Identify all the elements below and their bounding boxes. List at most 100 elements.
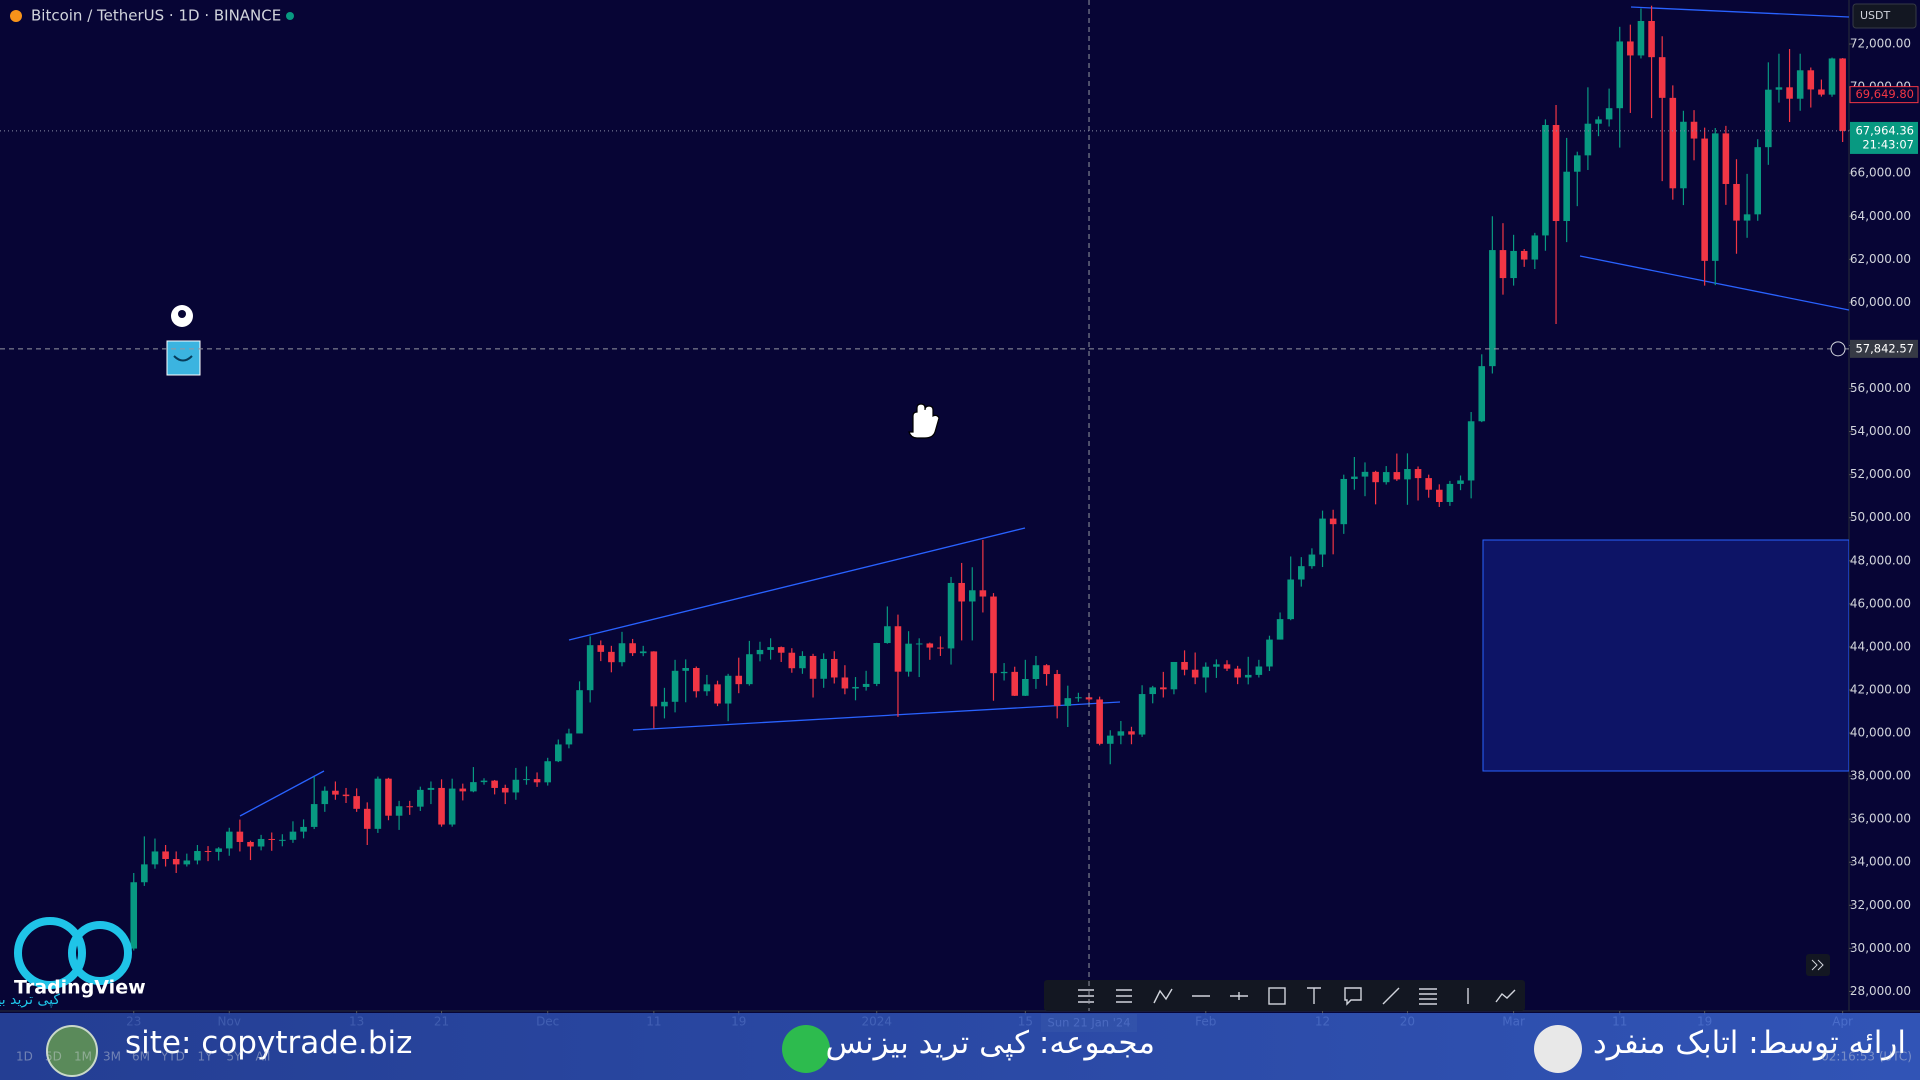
trend-line[interactable] xyxy=(1579,255,1849,311)
candle-body xyxy=(215,848,222,852)
candle-body xyxy=(1796,70,1804,99)
presenter-text: ارائه توسط: اتابک منفرد xyxy=(1592,1025,1906,1061)
candle-body xyxy=(682,668,689,671)
candle-body xyxy=(1361,471,1369,477)
candle-body xyxy=(1266,639,1273,667)
candle-body xyxy=(1117,731,1125,736)
candle-body xyxy=(756,649,764,655)
tool-icon[interactable] xyxy=(1307,987,1321,1004)
candle-body xyxy=(279,839,286,841)
candle-body xyxy=(1542,124,1549,236)
scroll-icon xyxy=(1811,959,1824,971)
rectangle-drawing[interactable] xyxy=(1482,539,1849,772)
candle-body xyxy=(342,794,350,797)
candle-body xyxy=(141,864,148,883)
globe-icon xyxy=(46,1025,98,1077)
candle-body xyxy=(385,778,392,816)
symbol-title[interactable]: Bitcoin / TetherUS · 1D · BINANCE xyxy=(31,7,281,25)
currency-label[interactable]: USDT xyxy=(1860,9,1891,22)
candle-body xyxy=(629,643,636,654)
candle-body xyxy=(1393,472,1401,480)
candle-body xyxy=(1510,250,1517,279)
candle-body xyxy=(968,590,976,602)
scroll-button[interactable] xyxy=(1806,954,1830,976)
candle-body xyxy=(523,779,530,781)
candle-body xyxy=(1584,123,1592,156)
price-axis[interactable] xyxy=(1849,0,1920,1011)
candle-body xyxy=(1765,89,1772,148)
candle-body xyxy=(618,643,626,663)
candle-body xyxy=(1000,671,1008,674)
y-tick-label: 50,000.00 xyxy=(1850,510,1911,524)
candle-body xyxy=(1181,661,1188,670)
candle-body xyxy=(1276,619,1284,640)
candle-body xyxy=(1351,476,1358,479)
candle-body xyxy=(1552,124,1560,222)
candle-body xyxy=(724,675,732,704)
candle-body xyxy=(565,733,573,745)
candle-body xyxy=(395,806,403,816)
tool-icon[interactable] xyxy=(1153,988,1173,1004)
candle-body xyxy=(1414,469,1422,479)
candle-body xyxy=(841,677,849,689)
tool-icon[interactable] xyxy=(1382,987,1400,1005)
y-tick-label: 64,000.00 xyxy=(1850,209,1911,223)
trend-line[interactable] xyxy=(568,527,1026,641)
crosshair-y-badge xyxy=(1850,339,1918,358)
candle-body xyxy=(809,655,817,679)
candle-body xyxy=(830,658,838,678)
trend-line[interactable] xyxy=(1630,6,1849,18)
candle-body xyxy=(1255,666,1263,675)
currency-button[interactable] xyxy=(1852,3,1917,29)
y-tick-label: 48,000.00 xyxy=(1850,553,1911,567)
candle-body xyxy=(1722,133,1730,184)
candle-body xyxy=(1733,183,1740,221)
candle-body xyxy=(958,582,965,602)
candle-body xyxy=(1085,697,1093,700)
tool-icon[interactable] xyxy=(1268,987,1286,1005)
candle-body xyxy=(1404,469,1411,480)
candle-body xyxy=(1680,121,1687,189)
candle-body xyxy=(799,655,806,669)
tool-icon[interactable] xyxy=(1344,987,1362,1006)
candle-body xyxy=(1616,41,1624,109)
logo-ring xyxy=(14,917,86,989)
candle-body xyxy=(1605,108,1613,120)
candle-body xyxy=(555,744,562,762)
candle-body xyxy=(512,779,520,793)
candle-body xyxy=(1382,472,1390,483)
y-tick-label: 72,000.00 xyxy=(1850,37,1911,51)
candle-body xyxy=(1520,250,1528,260)
candle-body xyxy=(1149,687,1156,695)
candle-body xyxy=(586,645,594,691)
candle-body xyxy=(1669,97,1677,189)
candle-body xyxy=(353,796,360,809)
candle-body xyxy=(1329,518,1337,525)
candle-body xyxy=(501,787,509,793)
candle-body xyxy=(576,690,583,734)
candle-body xyxy=(947,582,955,649)
trend-line[interactable] xyxy=(239,770,325,817)
y-tick-label: 66,000.00 xyxy=(1850,166,1911,180)
emoji-sticker[interactable] xyxy=(166,340,201,376)
candle-body xyxy=(1160,687,1167,690)
hand-cursor xyxy=(908,403,940,439)
promo-banner: site: copytrade.biz مجموعه: کپی ترید بیز… xyxy=(0,1013,1920,1080)
marker[interactable] xyxy=(166,305,201,376)
tool-icon[interactable] xyxy=(1230,992,1248,1000)
candle-body xyxy=(183,860,191,865)
tool-icon[interactable] xyxy=(1116,989,1132,1003)
candle-body xyxy=(1478,366,1486,422)
candle-body xyxy=(671,670,679,702)
trend-line[interactable] xyxy=(632,701,1121,731)
tool-icon[interactable] xyxy=(1495,989,1516,1003)
candle-body xyxy=(1053,674,1061,706)
tool-icon[interactable] xyxy=(1078,989,1094,1003)
candle-body xyxy=(926,643,934,648)
candle-body xyxy=(1711,133,1719,261)
y-tick-label: 52,000.00 xyxy=(1850,467,1911,481)
tool-icon[interactable] xyxy=(1419,988,1437,1005)
y-tick-label: 60,000.00 xyxy=(1850,295,1911,309)
candle-body xyxy=(1319,518,1326,555)
plot-area[interactable] xyxy=(0,5,1849,951)
